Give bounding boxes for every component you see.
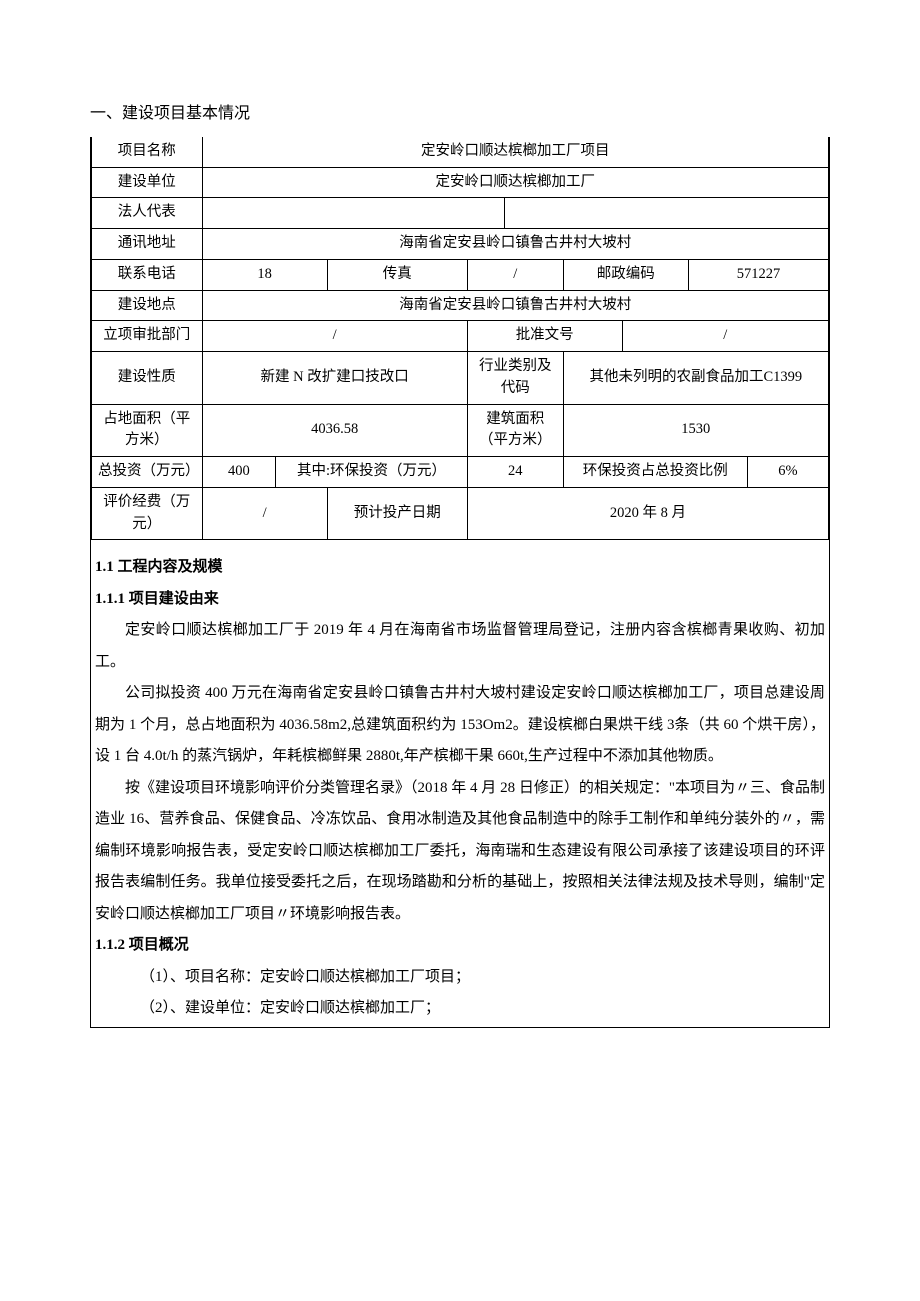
section-title: 一、建设项目基本情况 [90, 100, 830, 129]
cell-label: 环保投资占总投资比例 [563, 457, 747, 488]
cell-label: 建设单位 [92, 167, 203, 198]
cell-value: 400 [202, 457, 276, 488]
table-row: 建设单位 定安岭口顺达槟榔加工厂 [92, 167, 829, 198]
table-row: 项目名称 定安岭口顺达槟榔加工厂项目 [92, 137, 829, 167]
heading-text: 1.1.1 项目建设由来 [95, 591, 219, 607]
cell-value: / [202, 321, 467, 352]
cell-value [202, 198, 504, 229]
table-row: 联系电话 18 传真 / 邮政编码 571227 [92, 259, 829, 290]
cell-label: 立项审批部门 [92, 321, 203, 352]
cell-value: 24 [467, 457, 563, 488]
paragraph: （1）、项目名称：定安岭口顺达槟榔加工厂项目； [95, 962, 825, 994]
cell-value: 2020 年 8 月 [467, 487, 828, 540]
cell-value: / [202, 487, 327, 540]
cell-value: 4036.58 [202, 404, 467, 457]
cell-value: 6% [747, 457, 828, 488]
cell-label: 其中:环保投资（万元） [276, 457, 468, 488]
cell-value: 新建 N 改扩建口技改口 [202, 352, 467, 405]
cell-label: 联系电话 [92, 259, 203, 290]
cell-label: 行业类别及代码 [467, 352, 563, 405]
cell-label: 通讯地址 [92, 229, 203, 260]
cell-value: 其他未列明的农副食品加工C1399 [563, 352, 828, 405]
cell-value: 18 [202, 259, 327, 290]
cell-label: 项目名称 [92, 137, 203, 167]
table-row: 法人代表 [92, 198, 829, 229]
table-row: 占地面积（平方米） 4036.58 建筑面积（平方米） 1530 [92, 404, 829, 457]
cell-label: 批准文号 [467, 321, 622, 352]
table-row: 通讯地址 海南省定安县岭口镇鲁古井村大坡村 [92, 229, 829, 260]
cell-value: 1530 [563, 404, 828, 457]
cell-value: 海南省定安县岭口镇鲁古井村大坡村 [202, 229, 828, 260]
document-frame: 项目名称 定安岭口顺达槟榔加工厂项目 建设单位 定安岭口顺达槟榔加工厂 法人代表… [90, 137, 830, 1028]
table-row: 立项审批部门 / 批准文号 / [92, 321, 829, 352]
table-row: 建设性质 新建 N 改扩建口技改口 行业类别及代码 其他未列明的农副食品加工C1… [92, 352, 829, 405]
paragraph: （2）、建设单位：定安岭口顺达槟榔加工厂； [95, 993, 825, 1025]
cell-value: 海南省定安县岭口镇鲁古井村大坡村 [202, 290, 828, 321]
heading-text: 1.1.2 项目概况 [95, 937, 189, 953]
cell-label: 法人代表 [92, 198, 203, 229]
cell-label: 建筑面积（平方米） [467, 404, 563, 457]
table-row: 评价经费（万元） / 预计投产日期 2020 年 8 月 [92, 487, 829, 540]
paragraph: 公司拟投资 400 万元在海南省定安县岭口镇鲁古井村大坡村建设定安岭口顺达槟榔加… [95, 678, 825, 773]
cell-label: 评价经费（万元） [92, 487, 203, 540]
cell-value: / [622, 321, 828, 352]
body-text: 1.1 工程内容及规模 1.1.1 项目建设由来 定安岭口顺达槟榔加工厂于 20… [91, 550, 829, 1027]
cell-label: 建设地点 [92, 290, 203, 321]
heading-1-1: 1.1 工程内容及规模 [95, 552, 825, 584]
cell-value [504, 198, 828, 229]
cell-label: 建设性质 [92, 352, 203, 405]
cell-label: 总投资（万元） [92, 457, 203, 488]
heading-text: 1.1 工程内容及规模 [95, 559, 223, 575]
cell-value: / [467, 259, 563, 290]
project-info-table: 项目名称 定安岭口顺达槟榔加工厂项目 建设单位 定安岭口顺达槟榔加工厂 法人代表… [91, 137, 829, 541]
cell-label: 传真 [327, 259, 467, 290]
table-row: 总投资（万元） 400 其中:环保投资（万元） 24 环保投资占总投资比例 6% [92, 457, 829, 488]
cell-label: 邮政编码 [563, 259, 688, 290]
heading-1-1-1: 1.1.1 项目建设由来 [95, 584, 825, 616]
cell-value: 571227 [688, 259, 828, 290]
heading-1-1-2: 1.1.2 项目概况 [95, 930, 825, 962]
cell-label: 占地面积（平方米） [92, 404, 203, 457]
cell-label: 预计投产日期 [327, 487, 467, 540]
paragraph: 按《建设项目环境影响评价分类管理名录》（2018 年 4 月 28 日修正）的相… [95, 773, 825, 931]
paragraph: 定安岭口顺达槟榔加工厂于 2019 年 4 月在海南省市场监督管理局登记，注册内… [95, 615, 825, 678]
table-row: 建设地点 海南省定安县岭口镇鲁古井村大坡村 [92, 290, 829, 321]
cell-value: 定安岭口顺达槟榔加工厂 [202, 167, 828, 198]
cell-value: 定安岭口顺达槟榔加工厂项目 [202, 137, 828, 167]
